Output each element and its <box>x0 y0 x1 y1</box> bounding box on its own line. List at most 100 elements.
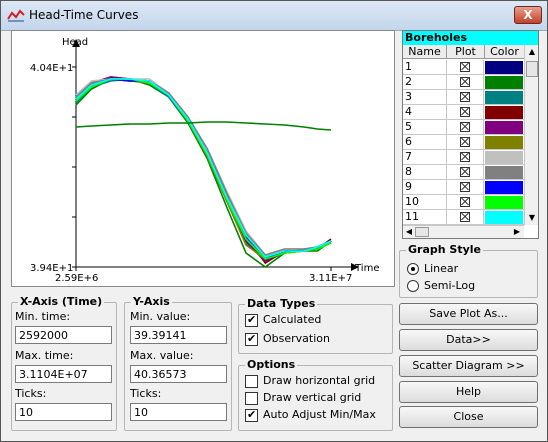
observation-checkbox[interactable] <box>245 332 258 346</box>
boreholes-table: Boreholes Name Plot Color 1 2 3 4 5 6 7 8 9 10 11 … <box>402 30 539 239</box>
borehole-row[interactable]: 9 <box>403 180 524 195</box>
close-window-button[interactable]: X <box>514 6 542 24</box>
borehole-plot-cell[interactable] <box>447 195 484 210</box>
borehole-plot-cell[interactable] <box>447 150 484 165</box>
min-value-input[interactable] <box>130 326 227 344</box>
borehole-name: 3 <box>403 90 447 105</box>
vertical-grid-label[interactable]: Draw vertical grid <box>263 391 362 404</box>
borehole-row[interactable]: 11 <box>403 210 524 225</box>
borehole-plot-cell[interactable] <box>447 90 484 105</box>
x-tick-max: 3.11E+7 <box>309 273 352 284</box>
horizontal-grid-checkbox[interactable] <box>245 375 258 388</box>
borehole-row[interactable]: 3 <box>403 90 524 105</box>
save-plot-button[interactable]: Save Plot As... <box>399 303 538 325</box>
borehole-row[interactable]: 8 <box>403 165 524 180</box>
boreholes-title: Boreholes <box>403 31 538 45</box>
plot-checkbox-icon[interactable] <box>460 137 470 147</box>
borehole-color-swatch[interactable] <box>485 166 523 179</box>
plot-checkbox-icon[interactable] <box>460 62 470 72</box>
y-ticks-input[interactable] <box>130 403 227 421</box>
min-time-label: Min. time: <box>15 310 71 323</box>
auto-adjust-checkbox[interactable] <box>245 408 258 422</box>
borehole-row[interactable]: 4 <box>403 105 524 120</box>
max-time-input[interactable] <box>15 365 112 383</box>
max-time-label: Max. time: <box>15 349 74 362</box>
borehole-plot-cell[interactable] <box>447 180 484 195</box>
borehole-color-swatch[interactable] <box>485 196 523 209</box>
head-time-chart: Head 4.04E+1 3.94E+1 2.59E+6 3.11E+7 Tim… <box>30 37 379 284</box>
plot-checkbox-icon[interactable] <box>460 77 470 87</box>
borehole-color-swatch[interactable] <box>485 61 523 74</box>
linear-radio[interactable] <box>407 263 419 275</box>
data-types-title: Data Types <box>245 297 318 310</box>
boreholes-vertical-scrollbar[interactable]: ▲ ▼ <box>524 45 538 225</box>
borehole-color-swatch[interactable] <box>485 211 523 224</box>
semilog-label[interactable]: Semi-Log <box>424 279 476 292</box>
vertical-grid-checkbox[interactable] <box>245 392 258 405</box>
close-button[interactable]: Close <box>399 406 538 428</box>
borehole-name: 6 <box>403 135 447 150</box>
borehole-row[interactable]: 10 <box>403 195 524 210</box>
borehole-color-swatch[interactable] <box>485 76 523 89</box>
calculated-label[interactable]: Calculated <box>263 313 322 326</box>
plot-checkbox-icon[interactable] <box>460 152 470 162</box>
x-ticks-input[interactable] <box>15 403 112 421</box>
series-line-9 <box>75 78 332 260</box>
plot-checkbox-icon[interactable] <box>460 122 470 132</box>
horizontal-grid-label[interactable]: Draw horizontal grid <box>263 374 376 387</box>
column-header-color[interactable]: Color <box>490 45 519 58</box>
plot-checkbox-icon[interactable] <box>460 107 470 117</box>
boreholes-header: Name Plot Color <box>403 45 524 59</box>
horizontal-scroll-thumb[interactable] <box>415 227 429 237</box>
series-line-12 <box>75 121 332 131</box>
borehole-row[interactable]: 7 <box>403 150 524 165</box>
borehole-row[interactable]: 2 <box>403 75 524 90</box>
y-ticks-label: Ticks: <box>130 387 162 400</box>
borehole-plot-cell[interactable] <box>447 105 484 120</box>
borehole-row[interactable]: 1 <box>403 60 524 75</box>
linear-label[interactable]: Linear <box>424 262 459 275</box>
series-line-8 <box>75 78 332 256</box>
scroll-left-icon[interactable]: ◀ <box>405 227 413 236</box>
borehole-color-swatch[interactable] <box>485 136 523 149</box>
borehole-row[interactable]: 5 <box>403 120 524 135</box>
plot-checkbox-icon[interactable] <box>460 167 470 177</box>
chart-series-group <box>75 76 332 268</box>
scroll-up-icon[interactable]: ▲ <box>528 47 536 56</box>
data-button[interactable]: Data>> <box>399 329 538 351</box>
title-bar: Head-Time Curves X <box>1 1 547 31</box>
boreholes-horizontal-scrollbar[interactable]: ◀ ▶ <box>403 225 524 238</box>
borehole-color-swatch[interactable] <box>485 151 523 164</box>
plot-checkbox-icon[interactable] <box>460 212 470 222</box>
plot-checkbox-icon[interactable] <box>460 182 470 192</box>
column-header-name[interactable]: Name <box>403 45 447 59</box>
help-button[interactable]: Help <box>399 381 538 403</box>
scroll-down-icon[interactable]: ▼ <box>528 213 536 222</box>
scroll-right-icon[interactable]: ▶ <box>513 227 521 236</box>
borehole-color-swatch[interactable] <box>485 106 523 119</box>
max-value-input[interactable] <box>130 365 227 383</box>
borehole-color-swatch[interactable] <box>485 181 523 194</box>
borehole-plot-cell[interactable] <box>447 210 484 225</box>
semilog-radio[interactable] <box>407 280 419 292</box>
borehole-plot-cell[interactable] <box>447 165 484 180</box>
borehole-color-swatch[interactable] <box>485 121 523 134</box>
scatter-diagram-button[interactable]: Scatter Diagram >> <box>399 355 538 377</box>
borehole-name: 2 <box>403 75 447 90</box>
column-header-plot[interactable]: Plot <box>447 45 485 59</box>
vertical-scroll-thumb[interactable] <box>526 61 538 77</box>
graph-area: Head 4.04E+1 3.94E+1 2.59E+6 3.11E+7 Tim… <box>11 30 395 287</box>
borehole-plot-cell[interactable] <box>447 135 484 150</box>
borehole-color-swatch[interactable] <box>485 91 523 104</box>
borehole-plot-cell[interactable] <box>447 75 484 90</box>
plot-checkbox-icon[interactable] <box>460 197 470 207</box>
borehole-plot-cell[interactable] <box>447 120 484 135</box>
auto-adjust-label[interactable]: Auto Adjust Min/Max <box>263 408 376 421</box>
borehole-plot-cell[interactable] <box>447 60 484 75</box>
min-time-input[interactable] <box>15 326 112 344</box>
observation-label[interactable]: Observation <box>263 332 330 345</box>
calculated-checkbox[interactable] <box>245 313 258 327</box>
borehole-row[interactable]: 6 <box>403 135 524 150</box>
series-line-11 <box>75 78 332 258</box>
plot-checkbox-icon[interactable] <box>460 92 470 102</box>
